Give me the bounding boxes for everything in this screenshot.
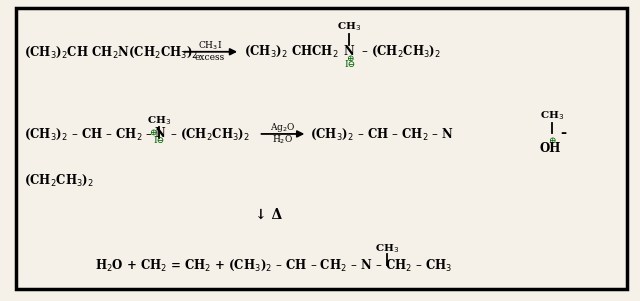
Text: CH$_3$: CH$_3$: [337, 21, 361, 33]
Text: ⊕: ⊕: [346, 54, 354, 63]
Text: – (CH$_2$CH$_3$)$_2$: – (CH$_2$CH$_3$)$_2$: [166, 126, 250, 141]
Text: H$_2$O: H$_2$O: [273, 134, 293, 146]
Text: (CH$_3$)$_2$ – CH – CH$_2$ – N: (CH$_3$)$_2$ – CH – CH$_2$ – N: [310, 126, 454, 141]
Text: (CH$_3$)$_2$CH CH$_2$N(CH$_2$CH$_3$)$_2$: (CH$_3$)$_2$CH CH$_2$N(CH$_2$CH$_3$)$_2$: [24, 45, 199, 60]
Text: –: –: [557, 127, 567, 141]
Text: (CH$_3$)$_2$ – CH – CH$_2$ –: (CH$_3$)$_2$ – CH – CH$_2$ –: [24, 126, 154, 141]
Text: OH: OH: [540, 141, 561, 155]
Text: CH$_3$: CH$_3$: [540, 110, 564, 122]
Text: ⊕: ⊕: [149, 128, 157, 137]
Text: ⊕: ⊕: [548, 136, 556, 145]
Text: (CH$_2$CH$_3$)$_2$: (CH$_2$CH$_3$)$_2$: [24, 173, 94, 188]
Text: Ag$_2$O: Ag$_2$O: [270, 121, 296, 135]
Text: ↓ Δ: ↓ Δ: [255, 208, 282, 222]
Text: – (CH$_2$CH$_3$)$_2$: – (CH$_2$CH$_3$)$_2$: [357, 44, 441, 59]
Text: I⊖: I⊖: [153, 136, 164, 145]
Text: excess: excess: [195, 53, 225, 62]
Text: N: N: [154, 127, 165, 141]
Text: CH$_3$: CH$_3$: [147, 114, 171, 127]
Text: H$_2$O + CH$_2$ = CH$_2$ + (CH$_3$)$_2$ – CH – CH$_2$ – N – CH$_2$ – CH$_3$: H$_2$O + CH$_2$ = CH$_2$ + (CH$_3$)$_2$ …: [95, 258, 452, 273]
Text: CH$_3$I: CH$_3$I: [198, 39, 222, 52]
Text: N: N: [343, 45, 354, 58]
Text: CH$_3$: CH$_3$: [375, 242, 399, 255]
Text: I⊖: I⊖: [344, 60, 356, 69]
Text: (CH$_3$)$_2$ CHCH$_2$: (CH$_3$)$_2$ CHCH$_2$: [244, 44, 339, 59]
